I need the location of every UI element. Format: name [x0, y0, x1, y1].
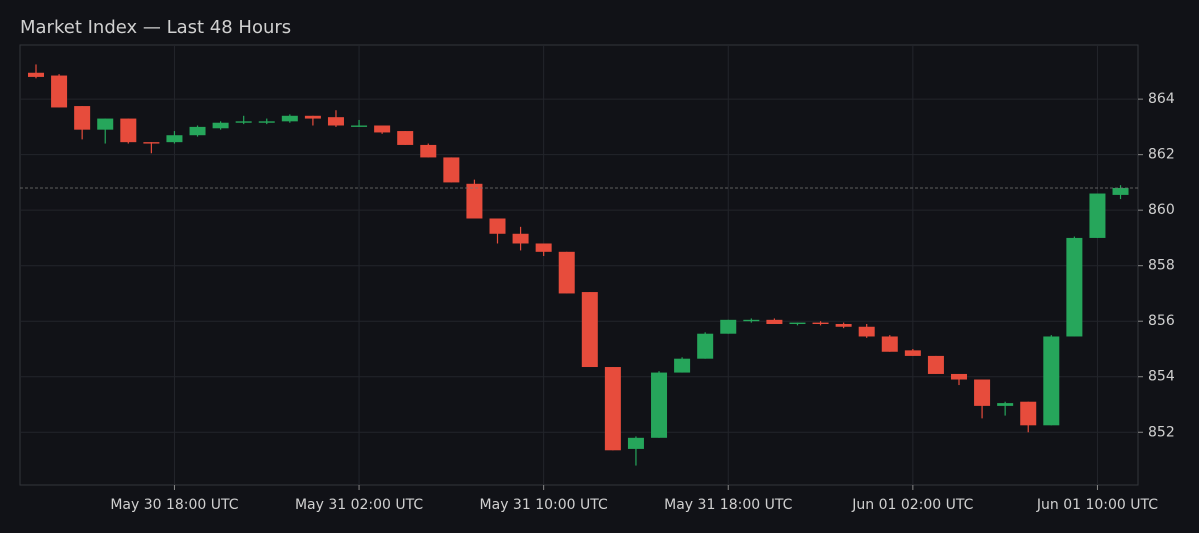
- candle-body: [974, 379, 991, 406]
- candle-body: [766, 319, 783, 324]
- y-tick-label: 852: [1148, 424, 1175, 440]
- candle-body: [304, 115, 321, 119]
- candle-body: [835, 323, 852, 327]
- y-tick-label: 854: [1148, 369, 1175, 385]
- candle-body: [212, 122, 229, 129]
- candle-body: [604, 367, 621, 451]
- candle-body: [189, 126, 206, 136]
- candle-body: [1043, 336, 1060, 426]
- candle-body: [720, 319, 737, 334]
- candle-body: [927, 355, 944, 374]
- candle-body: [743, 319, 760, 322]
- candle-body: [558, 251, 575, 294]
- candle-body: [697, 333, 714, 359]
- candle-body: [235, 121, 252, 123]
- candle-body: [466, 183, 483, 219]
- candle-body: [327, 117, 344, 126]
- x-tick-label: May 31 02:00 UTC: [295, 497, 423, 513]
- y-tick-label: 858: [1148, 258, 1175, 274]
- candle-body: [51, 75, 68, 108]
- y-tick-label: 856: [1148, 313, 1175, 329]
- candle-body: [858, 326, 875, 337]
- candle-body: [951, 373, 967, 380]
- candle-body: [1089, 193, 1106, 238]
- candle-body: [1066, 237, 1083, 337]
- candle-body: [281, 115, 298, 122]
- candle-body: [120, 118, 137, 143]
- candle-body: [627, 437, 644, 449]
- x-tick-label: May 31 18:00 UTC: [664, 497, 792, 513]
- candle-body: [74, 106, 91, 130]
- candle-body: [143, 142, 160, 144]
- candle-body: [812, 322, 829, 324]
- candle-body: [489, 218, 506, 234]
- y-tick-label: 862: [1148, 147, 1175, 163]
- candle-body: [443, 157, 460, 183]
- plot-area: [19, 44, 1139, 486]
- candle-body: [904, 350, 921, 356]
- candle-body: [1020, 401, 1037, 426]
- candle-body: [1112, 187, 1129, 195]
- x-tick-label: Jun 01 10:00 UTC: [1036, 497, 1158, 513]
- candle-body: [397, 131, 414, 145]
- candle-body: [581, 292, 598, 368]
- x-tick-label: Jun 01 02:00 UTC: [851, 497, 973, 513]
- candle-body: [789, 322, 806, 324]
- candle-body: [28, 72, 44, 77]
- candle-body: [258, 121, 275, 123]
- candle-body: [651, 372, 668, 438]
- y-tick-label: 860: [1148, 202, 1175, 218]
- candle-body: [420, 144, 437, 158]
- chart-title: Market Index — Last 48 Hours: [20, 17, 291, 38]
- candle-body: [881, 336, 898, 352]
- x-tick-label: May 31 10:00 UTC: [480, 497, 608, 513]
- x-tick-label: May 30 18:00 UTC: [110, 497, 238, 513]
- candle-body: [512, 233, 529, 244]
- candle-body: [674, 358, 691, 373]
- candle-body: [351, 125, 368, 127]
- candle-body: [535, 243, 552, 252]
- candle-body: [997, 403, 1014, 406]
- y-tick-label: 864: [1148, 91, 1175, 107]
- candle-body: [97, 118, 114, 130]
- candle-body: [374, 125, 391, 133]
- candle-body: [166, 135, 183, 143]
